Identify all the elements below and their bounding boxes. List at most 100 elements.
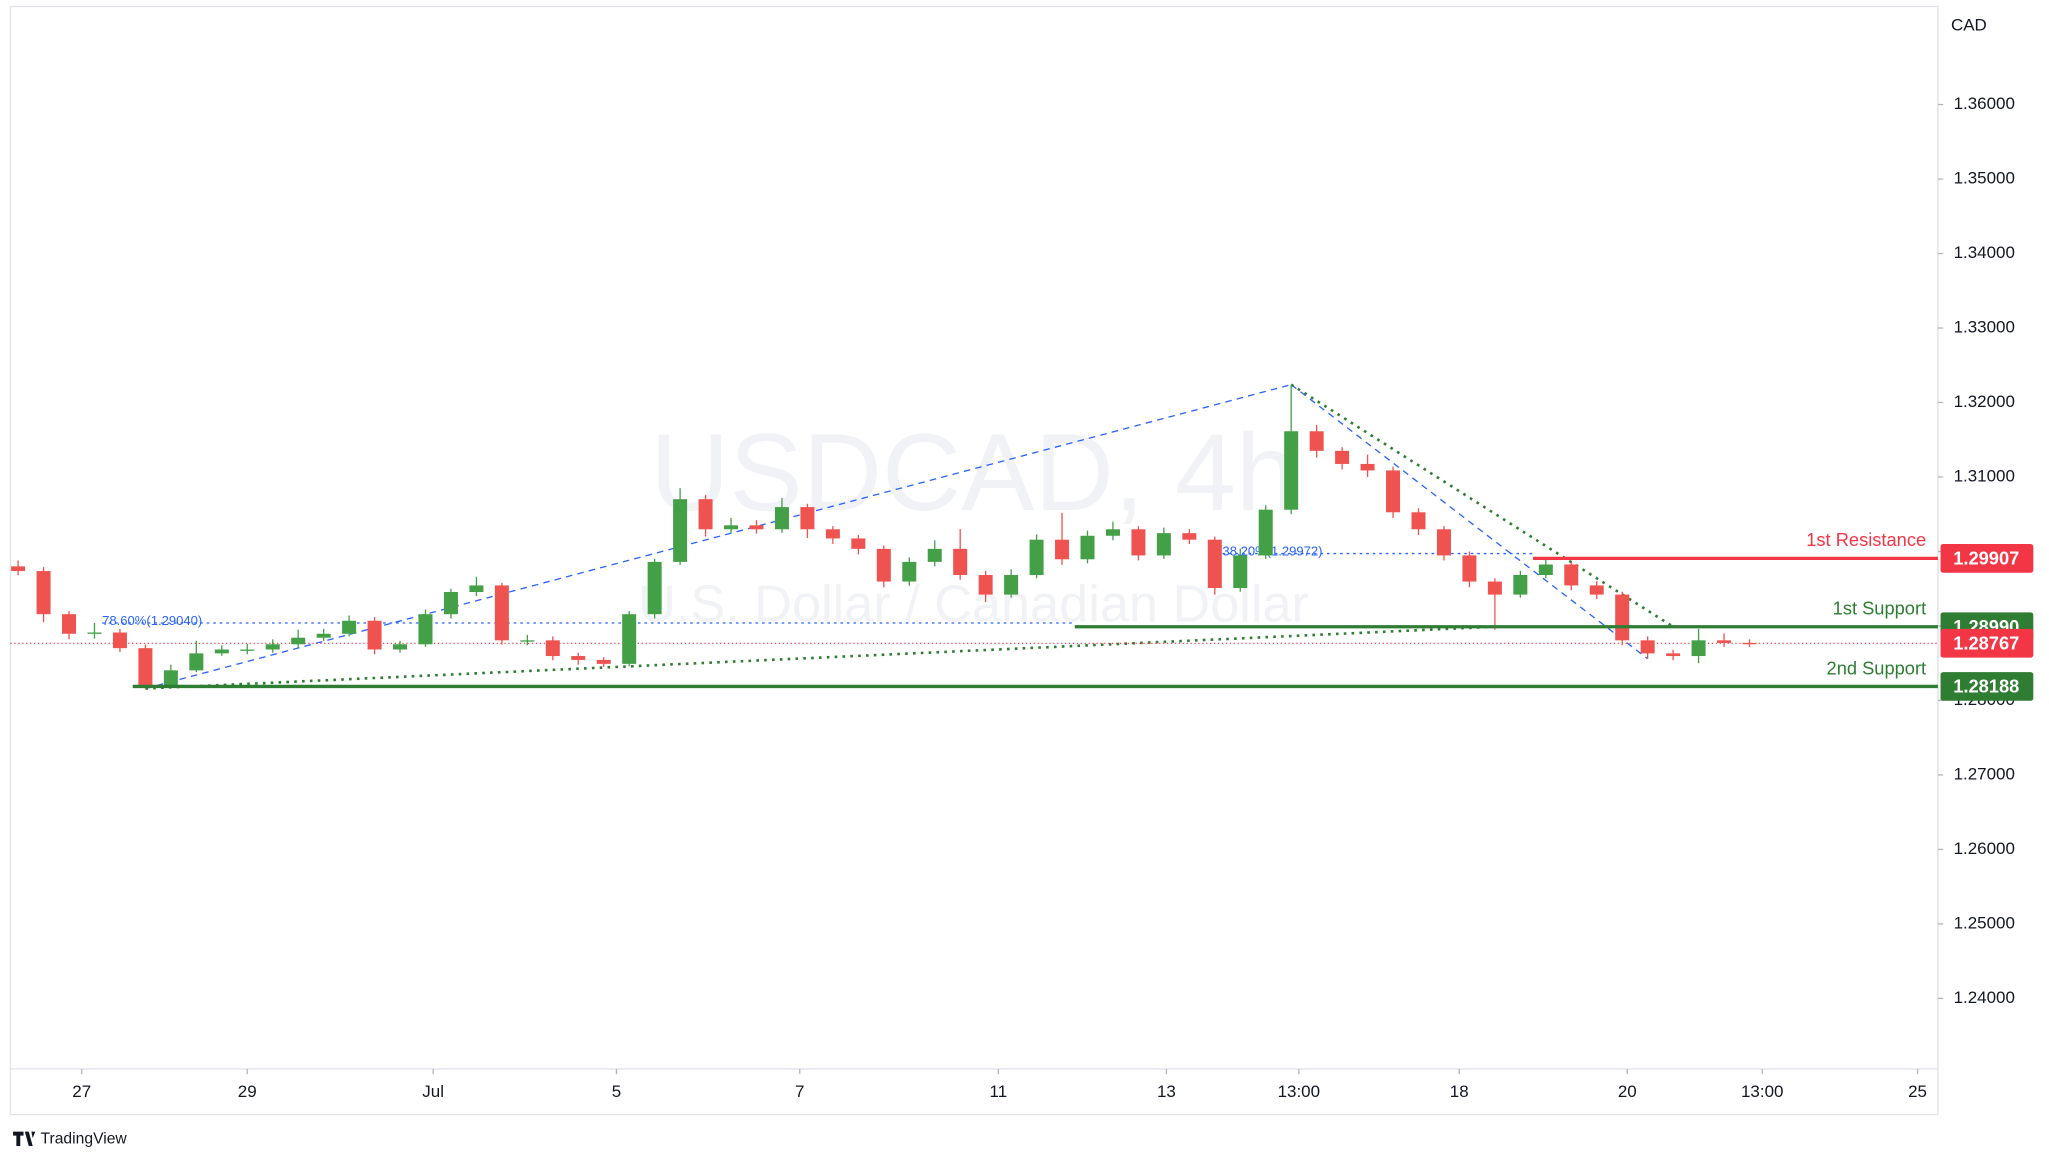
brand-logo: TradingView bbox=[13, 1131, 127, 1148]
candle-body bbox=[647, 561, 662, 615]
level-name: 1st Resistance bbox=[1806, 529, 1926, 550]
candle-body bbox=[1436, 529, 1451, 556]
x-tick-label: 13:00 bbox=[1741, 1082, 1783, 1101]
candle-body bbox=[189, 653, 204, 671]
candle-body bbox=[520, 640, 535, 642]
brand-name: TradingView bbox=[41, 1131, 128, 1148]
y-tick-label: 1.31000 bbox=[1954, 466, 2015, 485]
y-tick-label: 1.25000 bbox=[1954, 913, 2015, 932]
candle-body bbox=[1131, 529, 1146, 556]
candle-body bbox=[1182, 533, 1197, 540]
candle-body bbox=[1386, 470, 1401, 513]
candle-body bbox=[1615, 594, 1630, 641]
candle-body bbox=[1360, 463, 1375, 471]
candle-body bbox=[36, 571, 51, 615]
candle-body bbox=[316, 633, 331, 638]
candle-body bbox=[902, 561, 917, 582]
candle-body bbox=[494, 585, 509, 641]
candle-body bbox=[1156, 533, 1171, 556]
x-tick-label: 29 bbox=[238, 1082, 257, 1101]
candle-body bbox=[1029, 539, 1044, 576]
candle-body bbox=[112, 632, 127, 649]
trend-line bbox=[145, 625, 1495, 690]
candle-body bbox=[418, 614, 433, 645]
candle-body bbox=[367, 620, 382, 650]
candle-body bbox=[265, 644, 280, 650]
candle-body bbox=[673, 499, 688, 562]
candle-body bbox=[342, 620, 357, 634]
watermark-title: USDCAD, 4h bbox=[650, 412, 1297, 534]
candle-body bbox=[1640, 640, 1655, 654]
candle-body bbox=[11, 566, 26, 572]
price-tag-label: 1.29907 bbox=[1953, 548, 2019, 569]
y-tick-label: 1.36000 bbox=[1954, 94, 2015, 113]
plot-frame bbox=[9, 5, 1939, 1070]
candle-body bbox=[953, 548, 968, 576]
currency-label: CAD bbox=[1951, 16, 1987, 35]
y-tick-label: 1.34000 bbox=[1954, 243, 2015, 262]
candle-body bbox=[1004, 575, 1019, 595]
x-tick-label: 5 bbox=[612, 1082, 621, 1101]
candle-body bbox=[698, 499, 713, 530]
candle-body bbox=[876, 548, 891, 582]
candle-body bbox=[1309, 431, 1324, 451]
candle-body bbox=[978, 575, 993, 595]
candle-body bbox=[724, 525, 739, 530]
x-tick-label: Jul bbox=[422, 1082, 444, 1101]
candle-body bbox=[571, 656, 586, 660]
candle-body bbox=[825, 529, 840, 539]
price-tag bbox=[1940, 628, 2034, 658]
trend-line bbox=[1290, 384, 1649, 660]
candle-body bbox=[851, 538, 866, 549]
candle-body bbox=[927, 548, 942, 562]
level-name: 2nd Support bbox=[1827, 657, 1927, 678]
candle-body bbox=[393, 644, 408, 650]
candle-body bbox=[1207, 539, 1222, 589]
candle-body bbox=[622, 614, 637, 664]
candle-body bbox=[1666, 653, 1681, 657]
x-tick-label: 11 bbox=[990, 1082, 1008, 1101]
candle-body bbox=[1080, 535, 1095, 560]
candle-body bbox=[1742, 642, 1757, 645]
y-tick-label: 1.32000 bbox=[1954, 392, 2015, 411]
candle-body bbox=[749, 525, 764, 530]
y-tick-label: 1.27000 bbox=[1954, 764, 2015, 783]
candle-body bbox=[596, 659, 611, 664]
x-tick-label: 7 bbox=[795, 1082, 804, 1101]
fib-label: 78.60%(1.29040) bbox=[102, 613, 202, 628]
candle-body bbox=[240, 649, 255, 651]
candle-body bbox=[138, 648, 153, 687]
price-tag-label: 1.28767 bbox=[1953, 632, 2019, 653]
candle-body bbox=[1487, 581, 1502, 595]
candle-body bbox=[469, 585, 484, 592]
candle-body bbox=[1258, 509, 1273, 556]
candle-body bbox=[62, 614, 77, 634]
candle-body bbox=[1284, 431, 1299, 510]
candles bbox=[11, 384, 1757, 689]
x-tick-label: 18 bbox=[1450, 1082, 1469, 1101]
price-tag-label: 1.28188 bbox=[1953, 676, 2019, 697]
candle-body bbox=[1564, 564, 1579, 586]
x-tick-label: 27 bbox=[72, 1082, 91, 1101]
x-tick-label: 20 bbox=[1618, 1082, 1637, 1101]
trend-line bbox=[1290, 383, 1674, 628]
candle-body bbox=[163, 670, 178, 687]
candle-body bbox=[1233, 555, 1248, 589]
candle-body bbox=[800, 507, 815, 530]
candle-body bbox=[1462, 555, 1477, 582]
candle-body bbox=[1589, 585, 1604, 595]
candle-body bbox=[1335, 450, 1350, 464]
trend-line bbox=[145, 383, 1292, 690]
candle-body bbox=[214, 649, 229, 654]
y-tick-label: 1.24000 bbox=[1954, 988, 2015, 1007]
price-tag bbox=[1940, 544, 2034, 573]
x-tick-label: 25 bbox=[1908, 1082, 1927, 1101]
candle-body bbox=[1411, 512, 1426, 530]
candle-body bbox=[545, 640, 560, 657]
price-tag bbox=[1940, 672, 2034, 701]
x-tick-label: 13 bbox=[1157, 1082, 1176, 1101]
candle-body bbox=[443, 591, 458, 615]
watermark-subtitle: U.S. Dollar / Canadian Dollar bbox=[638, 575, 1309, 633]
